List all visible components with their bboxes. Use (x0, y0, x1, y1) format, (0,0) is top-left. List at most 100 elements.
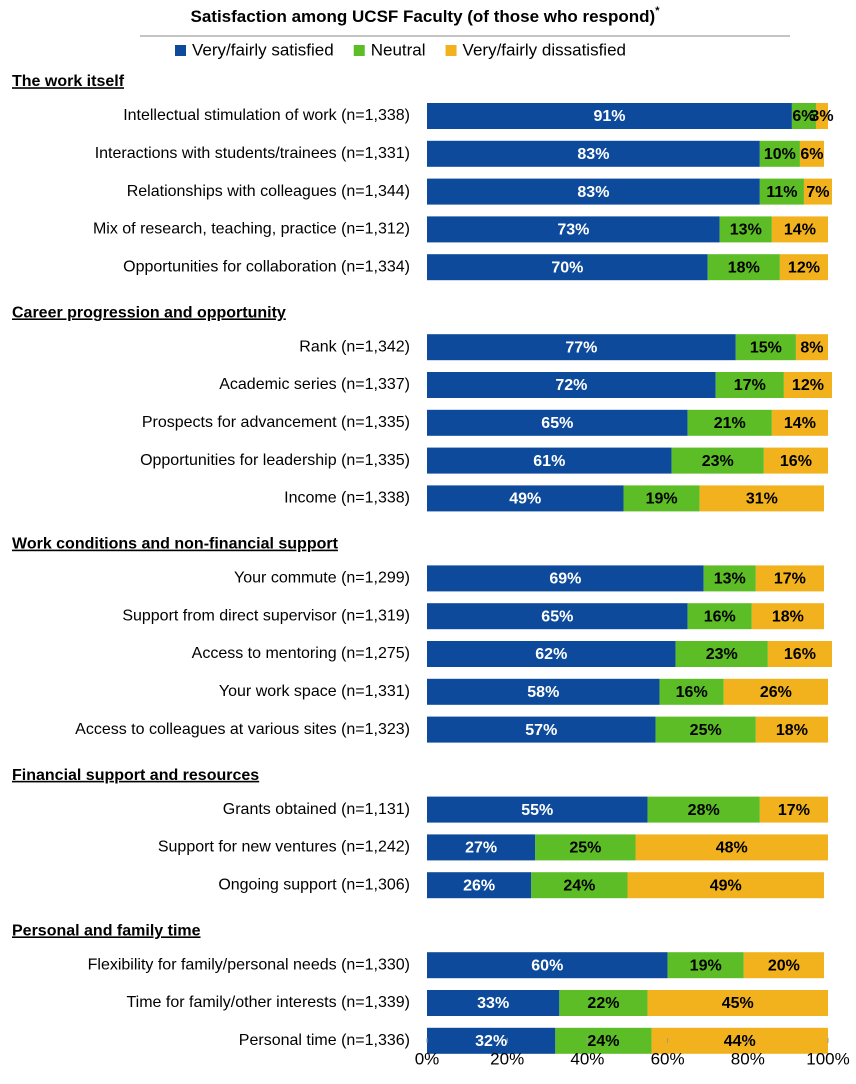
bar-segment (755, 565, 824, 592)
value-label: 25% (569, 840, 601, 857)
value-label: 72% (555, 377, 587, 394)
bar-segment (427, 334, 736, 361)
value-label: 83% (577, 184, 609, 201)
bar-segment (427, 952, 668, 979)
bar-segment (635, 834, 828, 861)
bar-segment (427, 372, 716, 398)
bar-segment (647, 990, 828, 1016)
bar-segment (559, 990, 648, 1016)
value-label: 49% (509, 491, 541, 508)
bar-segment (699, 485, 824, 512)
x-tick-label: 40% (570, 1049, 604, 1068)
category-label: Prospects for advancement (n=1,335) (142, 414, 410, 431)
value-label: 57% (525, 722, 557, 739)
category-label: Intellectual stimulation of work (n=1,33… (123, 107, 410, 124)
value-label: 27% (465, 840, 497, 857)
bar-segment (427, 990, 560, 1016)
value-label: 70% (551, 259, 583, 276)
bar-segment (531, 872, 628, 899)
value-label: 60% (531, 957, 563, 974)
bar-segment (767, 641, 833, 667)
bar-segment (751, 603, 824, 630)
bar-segment (759, 178, 804, 205)
bar-segment (427, 254, 708, 281)
value-label: 25% (690, 722, 722, 739)
value-label: 24% (563, 877, 595, 894)
bar-segment (667, 952, 744, 979)
legend-label: Neutral (371, 40, 426, 59)
category-label: Interactions with students/trainees (n=1… (95, 145, 410, 162)
category-label: Support for new ventures (n=1,242) (158, 839, 410, 856)
value-label: 3% (810, 108, 833, 125)
category-label: Relationships with colleagues (n=1,344) (127, 183, 410, 200)
value-label: 10% (764, 146, 796, 163)
bar-segment (427, 178, 760, 205)
value-label: 23% (706, 646, 738, 663)
category-label: Rank (n=1,342) (299, 338, 410, 355)
bar-segment (427, 565, 704, 592)
value-label: 20% (768, 957, 800, 974)
value-label: 17% (734, 377, 766, 394)
value-label: 16% (784, 646, 816, 663)
value-label: 19% (690, 957, 722, 974)
bar-segment (659, 678, 724, 705)
value-label: 18% (776, 722, 808, 739)
value-label: 19% (646, 491, 678, 508)
category-label: Your work space (n=1,331) (219, 683, 410, 700)
value-label: 16% (704, 608, 736, 625)
value-label: 91% (593, 108, 625, 125)
bar-segment (703, 565, 756, 592)
value-label: 23% (702, 453, 734, 470)
bar-segment (763, 447, 828, 474)
value-label: 48% (716, 840, 748, 857)
bar-segment (783, 372, 833, 398)
bar-segment (427, 641, 676, 667)
value-label: 49% (710, 877, 742, 894)
bar-segment (427, 409, 688, 436)
category-label: Time for family/other interests (n=1,339… (126, 994, 410, 1011)
bar-segment (799, 140, 824, 167)
value-label: 14% (784, 415, 816, 432)
value-label: 65% (541, 608, 573, 625)
category-label: Flexibility for family/personal needs (n… (88, 956, 410, 973)
bar-segment (759, 796, 828, 823)
bar-segment (735, 334, 796, 361)
x-tick-label: 60% (651, 1049, 685, 1068)
value-label: 26% (463, 877, 495, 894)
bar-segment (723, 678, 828, 705)
bar-segment (771, 216, 828, 243)
bar-segment (427, 716, 656, 743)
category-label: Access to colleagues at various sites (n… (75, 721, 410, 738)
bar-segment (759, 140, 800, 167)
legend-swatch (445, 45, 457, 56)
bar-segment (427, 678, 660, 705)
bar-segment (771, 409, 828, 436)
x-tick-label: 20% (490, 1049, 524, 1068)
bar-segment (427, 447, 672, 474)
bar-segment (715, 372, 784, 398)
legend-label: Very/fairly dissatisfied (463, 40, 626, 59)
value-label: 8% (800, 339, 823, 356)
category-label: Opportunities for leadership (n=1,335) (140, 452, 410, 469)
value-label: 16% (780, 453, 812, 470)
chart-title: Satisfaction among UCSF Faculty (of thos… (191, 5, 661, 27)
legend-label: Very/fairly satisfied (192, 40, 334, 59)
value-label: 18% (772, 608, 804, 625)
value-label: 12% (792, 377, 824, 394)
bar-segment (675, 641, 768, 667)
value-label: 12% (788, 259, 820, 276)
category-label: Income (n=1,338) (284, 490, 410, 507)
category-label: Opportunities for collaboration (n=1,334… (123, 258, 410, 275)
value-label: 31% (746, 491, 778, 508)
value-label: 69% (549, 571, 581, 588)
category-label: Grants obtained (n=1,131) (223, 801, 410, 818)
category-label: Access to mentoring (n=1,275) (192, 645, 410, 662)
bar-segment (427, 485, 624, 512)
value-label: 28% (688, 802, 720, 819)
bar-segment (755, 716, 828, 743)
category-label: Support from direct supervisor (n=1,319) (122, 607, 410, 624)
value-label: 21% (714, 415, 746, 432)
value-label: 55% (521, 802, 553, 819)
bar-segment (779, 254, 828, 281)
